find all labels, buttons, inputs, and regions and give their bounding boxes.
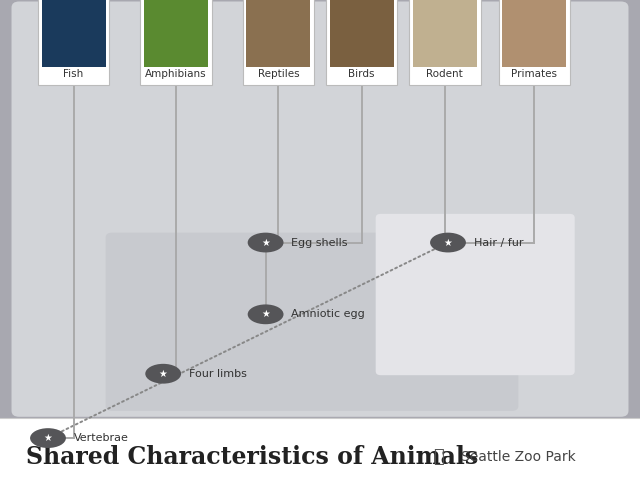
Text: Shared Characteristics of Animals: Shared Characteristics of Animals: [26, 445, 478, 469]
Bar: [246, 67, 310, 82]
Text: ⛹: ⛹: [433, 447, 444, 466]
Ellipse shape: [430, 233, 466, 252]
Bar: [330, 67, 394, 82]
Bar: [140, 0, 212, 85]
Bar: [413, 0, 477, 67]
FancyBboxPatch shape: [106, 233, 518, 411]
Bar: [246, 0, 310, 67]
Ellipse shape: [248, 233, 284, 252]
Ellipse shape: [248, 304, 284, 324]
Bar: [42, 0, 106, 67]
Text: Reptiles: Reptiles: [257, 69, 300, 79]
Ellipse shape: [145, 364, 181, 384]
Text: Egg shells: Egg shells: [291, 238, 348, 248]
FancyBboxPatch shape: [12, 1, 628, 417]
Bar: [499, 0, 570, 85]
Bar: [502, 67, 566, 82]
Text: ★: ★: [159, 369, 168, 379]
Text: Amniotic egg: Amniotic egg: [291, 309, 365, 319]
Ellipse shape: [30, 428, 66, 448]
Bar: [413, 67, 477, 82]
Bar: [330, 0, 394, 67]
Text: ★: ★: [444, 238, 452, 248]
Bar: [144, 0, 208, 67]
Text: Birds: Birds: [348, 69, 375, 79]
Bar: [144, 67, 208, 82]
Text: Fish: Fish: [63, 69, 84, 79]
FancyBboxPatch shape: [376, 214, 575, 375]
Text: Primates: Primates: [511, 69, 557, 79]
Text: Vertebrae: Vertebrae: [74, 433, 129, 443]
Bar: [38, 0, 109, 85]
Text: ★: ★: [261, 309, 270, 319]
Text: ★: ★: [44, 433, 52, 443]
Text: Seattle Zoo Park: Seattle Zoo Park: [461, 449, 575, 464]
Bar: [502, 0, 566, 67]
Text: ★: ★: [261, 238, 270, 248]
Bar: [0, 418, 640, 495]
Text: Amphibians: Amphibians: [145, 69, 207, 79]
Text: Hair / fur: Hair / fur: [474, 238, 523, 248]
Bar: [326, 0, 397, 85]
Text: Rodent: Rodent: [426, 69, 463, 79]
Bar: [42, 67, 106, 82]
Bar: [409, 0, 481, 85]
Text: Four limbs: Four limbs: [189, 369, 246, 379]
Bar: [243, 0, 314, 85]
